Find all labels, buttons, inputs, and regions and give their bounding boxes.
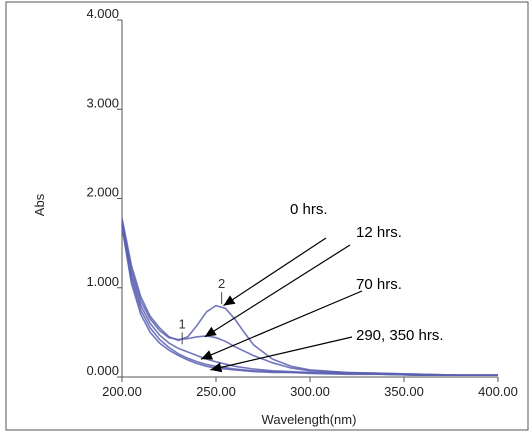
y-tick-label-2: 2.000 (86, 185, 119, 200)
axis-ticks: 200.00 250.00 300.00 350.00 400.00 0.000 1.000… (86, 6, 517, 399)
y-tick-label-4: 4.000 (86, 6, 119, 21)
annotation-arrow-3 (210, 336, 353, 371)
annotations: 0 hrs. 12 hrs. 70 hrs. 290, 350 hrs. (200, 201, 444, 373)
x-tick-label-3: 350.00 (384, 384, 424, 399)
annotation-label-0: 0 hrs. (290, 201, 328, 218)
x-tick-label-4: 400.00 (478, 384, 518, 399)
annotation-label-2: 70 hrs. (356, 276, 402, 293)
peak-label-1: 2 (218, 276, 225, 291)
annotation-arrow-1 (204, 244, 351, 338)
annotation-arrowhead-1 (204, 326, 217, 337)
annotation-arrow-0 (223, 237, 327, 307)
y-axis-title: Abs (32, 193, 47, 216)
x-tick-label-1: 250.00 (196, 384, 236, 399)
annotation-label-1: 12 hrs. (356, 224, 402, 241)
annotation-arrow-2 (200, 290, 363, 360)
series-line-0 (121, 217, 498, 376)
y-tick-label-3: 3.000 (86, 95, 119, 110)
peak-label-0: 1 (179, 316, 186, 331)
x-tick-label-2: 300.00 (290, 384, 330, 399)
y-tick-label-0: 0.000 (86, 363, 119, 378)
x-tick-label-0: 200.00 (102, 384, 142, 399)
annotation-arrowhead-2 (200, 350, 214, 360)
series-line-1 (121, 220, 498, 376)
y-tick-label-1: 1.000 (86, 274, 119, 289)
annotation-arrowhead-0 (223, 295, 236, 306)
annotation-label-3: 290, 350 hrs. (356, 327, 444, 344)
annotation-arrowhead-3 (210, 362, 223, 373)
series-layer (121, 217, 498, 376)
series-line-3 (121, 225, 498, 376)
peak-labels: 12 (179, 276, 225, 345)
series-line-2 (121, 223, 498, 376)
chart-frame (5, 1, 529, 431)
x-axis-title: Wavelength(nm) (262, 412, 357, 427)
